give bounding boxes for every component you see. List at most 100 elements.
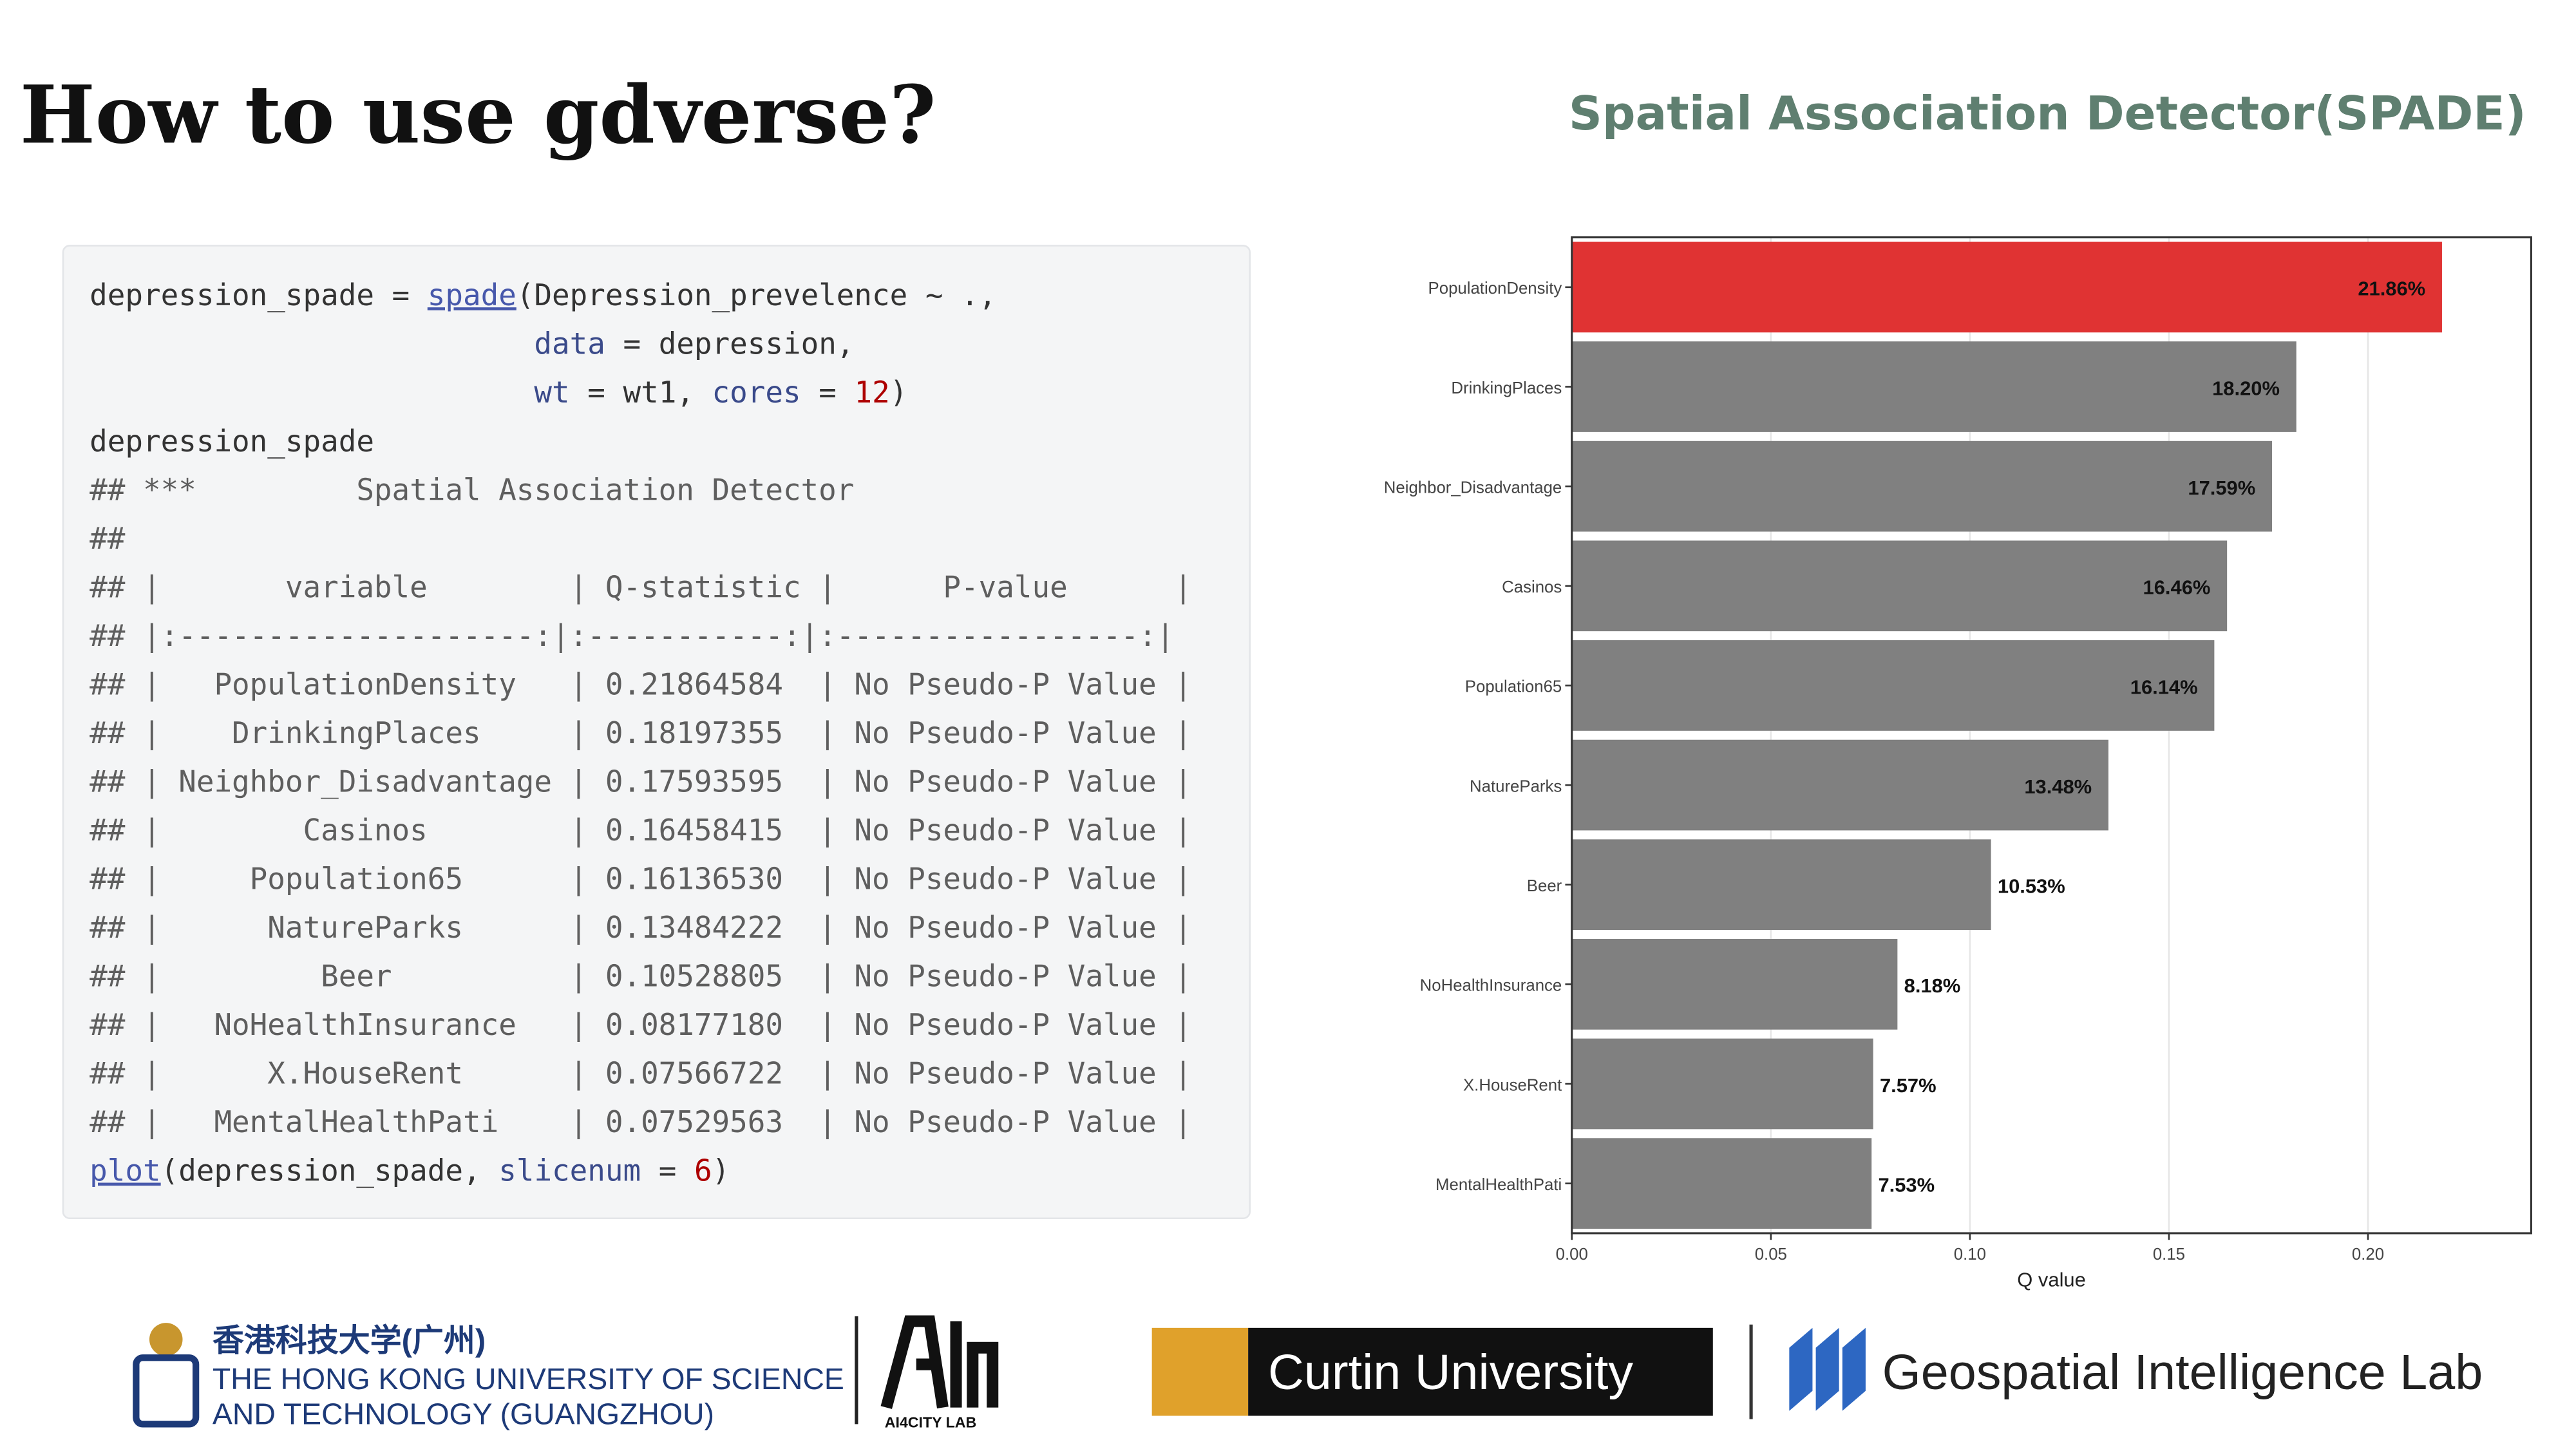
x-tick-label: 0.15 (2153, 1245, 2185, 1264)
code-lines: depression_spade = spade(Depression_prev… (90, 278, 1192, 1188)
code-token: ## | DrinkingPlaces | 0.18197355 | No Ps… (90, 715, 1192, 751)
code-token (90, 327, 534, 361)
code-token: data (534, 327, 605, 361)
code-token: slicenum (498, 1153, 641, 1188)
hkust-en: AND TECHNOLOGY (GUANGZHOU) (213, 1397, 714, 1430)
y-tick-label: DrinkingPlaces (1451, 379, 1562, 397)
bar (1571, 739, 2108, 831)
bar (1571, 242, 2442, 333)
y-tick-label: X.HouseRent (1463, 1076, 1562, 1094)
code-line: wt = wt1, cores = 12) (90, 375, 907, 410)
bar (1571, 839, 1991, 931)
x-tick-label: 0.10 (1954, 1245, 1986, 1264)
code-token: = (801, 375, 855, 410)
bar (1571, 341, 2297, 432)
code-token: ## *** Spatial Association Detector (90, 472, 854, 507)
value-label: 17.59% (2188, 477, 2255, 499)
code-token (90, 375, 534, 410)
code-line: ## | DrinkingPlaces | 0.18197355 | No Ps… (90, 715, 1192, 751)
value-label: 16.46% (2143, 576, 2211, 599)
code-token: ## | Beer | 0.10528805 | No Pseudo-P Val… (90, 958, 1192, 994)
code-token: cores (712, 375, 801, 410)
bar (1571, 440, 2273, 532)
code-line: ## |:--------------------:|:-----------:… (90, 618, 1174, 654)
code-token: ## | NatureParks | 0.13484222 | No Pseud… (90, 910, 1192, 945)
gil-name: Geospatial Intelligence Lab (1882, 1345, 2483, 1400)
code-token: ## | MentalHealthPati | 0.07529563 | No … (90, 1104, 1192, 1140)
hkust-logo-shield (133, 1354, 200, 1428)
code-token: ## | NoHealthInsurance | 0.08177180 | No… (90, 1007, 1192, 1043)
plot-border (1571, 236, 2532, 1235)
value-label: 10.53% (1998, 875, 2065, 898)
value-label: 16.14% (2130, 676, 2198, 698)
ai4city-label: AI4CITY LAB (885, 1414, 977, 1430)
y-tick-label: Population65 (1465, 678, 1562, 696)
code-token: ## (90, 521, 126, 556)
ai4city-logo (880, 1315, 999, 1409)
curtin-banner (1248, 1327, 1713, 1416)
code-line: ## | variable | Q-statistic | P-value | (90, 569, 1192, 605)
code-token: 6 (694, 1153, 712, 1188)
code-token: ) (712, 1153, 730, 1188)
code-line: ## *** Spatial Association Detector (90, 472, 854, 507)
code-token: (depression_spade, (161, 1153, 499, 1188)
chart: 0.00 0.05 0.10 0.15 0.20 PopulationDensity 21.… (1384, 236, 2532, 1291)
footer: 香港科技大学(广州) THE HONG KONG UNIVERSITY OF S… (133, 1315, 2483, 1430)
code-token: ## | X.HouseRent | 0.07566722 | No Pseud… (90, 1056, 1192, 1091)
code-block (62, 245, 1251, 1220)
code-line: ## | NoHealthInsurance | 0.08177180 | No… (90, 1007, 1192, 1043)
hkust-cn: 香港科技大学(广州) (213, 1323, 486, 1358)
code-line: ## | PopulationDensity | 0.21864584 | No… (90, 667, 1192, 702)
y-tick-label: NatureParks (1470, 777, 1562, 795)
bar (1571, 640, 2215, 731)
code-token: spade (428, 278, 516, 312)
code-token: ## | Population65 | 0.16136530 | No Pseu… (90, 861, 1192, 896)
code-line: ## (90, 521, 126, 556)
code-token: = depression, (605, 327, 855, 361)
value-label: 21.86% (2358, 278, 2425, 300)
code-token: ## | Casinos | 0.16458415 | No Pseudo-P … (90, 813, 1192, 848)
bar (1571, 1038, 1873, 1130)
code-token: ) (890, 375, 908, 410)
value-label: 13.48% (2024, 775, 2092, 798)
curtin-name: Curtin University (1268, 1345, 1633, 1400)
code-line: depression_spade (90, 424, 374, 459)
code-token: plot (90, 1153, 160, 1188)
value-label: 7.53% (1878, 1174, 1935, 1197)
code-token: depression_spade = (90, 278, 428, 312)
y-tick-label: Casinos (1502, 578, 1562, 596)
code-line: data = depression, (90, 327, 854, 361)
code-token: depression_spade (90, 424, 374, 459)
code-token: = (641, 1153, 694, 1188)
y-tick-label: NoHealthInsurance (1420, 977, 1562, 995)
code-line: plot(depression_spade, slicenum = 6) (90, 1153, 730, 1188)
x-tick-label: 0.00 (1556, 1245, 1588, 1264)
code-token: wt (534, 375, 569, 410)
bar (1571, 1138, 1872, 1229)
x-tick-label: 0.05 (1755, 1245, 1787, 1264)
gil-logo (1789, 1327, 1866, 1411)
curtin-logo (1151, 1327, 1249, 1416)
value-label: 8.18% (1904, 974, 1961, 997)
x-tick-label: 0.20 (2352, 1245, 2384, 1264)
code-token: 12 (854, 375, 889, 410)
code-line: ## | MentalHealthPati | 0.07529563 | No … (90, 1104, 1192, 1140)
bar (1571, 938, 1898, 1030)
code-line: ## | NatureParks | 0.13484222 | No Pseud… (90, 910, 1192, 945)
code-line: ## | Beer | 0.10528805 | No Pseudo-P Val… (90, 958, 1192, 994)
value-label: 18.20% (2212, 377, 2280, 399)
bar (1571, 540, 2228, 632)
code-line: ## | Neighbor_Disadvantage | 0.17593595 … (90, 764, 1192, 799)
code-line: ## | X.HouseRent | 0.07566722 | No Pseud… (90, 1056, 1192, 1091)
y-tick-label: PopulationDensity (1428, 279, 1562, 298)
code-token: ## | PopulationDensity | 0.21864584 | No… (90, 667, 1192, 702)
x-axis-label: Q value (2017, 1268, 2086, 1291)
title: How to use gdverse? (20, 69, 936, 162)
y-tick-label: Neighbor_Disadvantage (1384, 478, 1562, 497)
code-token: (Depression_prevelence ~ ., (516, 278, 996, 312)
code-line: ## | Population65 | 0.16136530 | No Pseu… (90, 861, 1192, 896)
code-token: ## | variable | Q-statistic | P-value | (90, 569, 1192, 605)
hkust-en: THE HONG KONG UNIVERSITY OF SCIENCE (213, 1362, 844, 1396)
